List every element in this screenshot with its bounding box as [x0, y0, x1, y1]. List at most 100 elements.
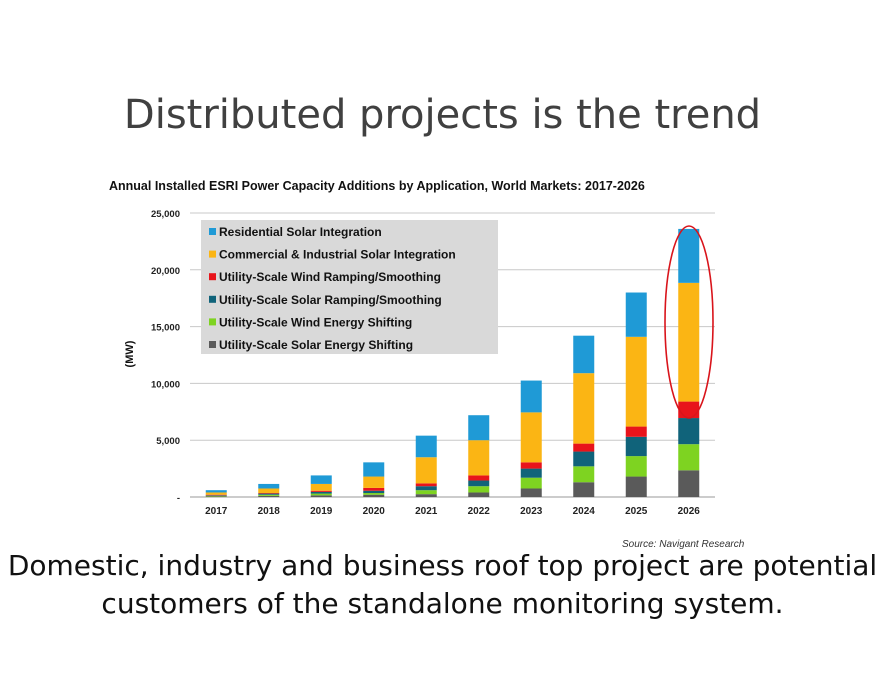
bar-segment-2026-utility-wind-ramping [678, 401, 700, 419]
bar-segment-2021-utility-solar-ramping [415, 486, 437, 491]
bar-segment-2025-utility-wind-shifting [625, 456, 647, 477]
legend-swatch [209, 228, 216, 235]
bar-segment-2022-commercial-industrial-solar [468, 440, 490, 476]
bar-segment-2024-utility-wind-ramping [573, 443, 595, 452]
bar-segment-2022-residential-solar [468, 415, 490, 441]
y-axis-ticks: - 5,000 10,000 15,000 20,000 25,000 [151, 209, 180, 504]
bar-segment-2018-commercial-industrial-solar [258, 488, 280, 494]
bar-segment-2026-commercial-industrial-solar [678, 282, 700, 402]
bar-segment-2022-utility-solar-ramping [468, 480, 490, 487]
y-tick-label: 10,000 [151, 379, 180, 390]
x-tick-label: 2023 [520, 506, 543, 517]
bar-segment-2024-utility-wind-shifting [573, 466, 595, 483]
chart-legend: Residential Solar Integration Commercial … [201, 220, 498, 354]
bar-segment-2020-utility-solar-ramping [363, 490, 385, 494]
legend-entry: Utility-Scale Wind Energy Shifting [219, 315, 412, 329]
x-tick-label: 2020 [363, 506, 386, 517]
slide-caption: Domestic, industry and business roof top… [7, 549, 878, 620]
bar-segment-2023-commercial-industrial-solar [520, 412, 542, 463]
y-tick-label: 5,000 [156, 436, 180, 447]
bar-segment-2019-residential-solar [310, 475, 332, 484]
bar-segment-2018-utility-solar-ramping [258, 493, 280, 495]
bar-segment-2025-residential-solar [625, 292, 647, 337]
x-tick-label: 2021 [415, 506, 438, 517]
legend-swatch [209, 341, 216, 348]
x-tick-label: 2026 [678, 506, 701, 517]
bar-segment-2025-utility-solar-shifting [625, 476, 647, 497]
bar-segment-2018-residential-solar [258, 483, 280, 489]
bar-segment-2017-commercial-industrial-solar [205, 492, 227, 495]
bar-segment-2022-utility-wind-ramping [468, 475, 490, 481]
bar-segment-2021-utility-wind-ramping [415, 483, 437, 487]
legend-swatch [209, 295, 216, 303]
bar-segment-2021-utility-wind-shifting [415, 490, 437, 495]
bar-segment-2024-utility-solar-shifting [573, 482, 595, 497]
bar-segment-2020-utility-solar-shifting [363, 494, 385, 497]
x-tick-label: 2024 [573, 506, 596, 517]
bar-segment-2022-utility-wind-shifting [468, 486, 490, 493]
bar-segment-2020-utility-wind-shifting [363, 493, 385, 495]
x-tick-label: 2018 [258, 506, 281, 517]
legend-entry: Residential Solar Integration [219, 225, 382, 239]
bar-segment-2018-utility-wind-ramping [258, 493, 280, 494]
bar-segment-2021-utility-solar-shifting [415, 494, 437, 497]
bar-segment-2024-commercial-industrial-solar [573, 373, 595, 444]
legend-entry: Commercial & Industrial Solar Integratio… [219, 248, 456, 262]
bar-segment-2020-utility-wind-ramping [363, 487, 385, 491]
bar-segment-2026-utility-solar-ramping [678, 418, 700, 445]
bar-segment-2017-utility-solar-ramping [205, 495, 227, 496]
x-tick-label: 2025 [625, 506, 648, 517]
bar-segment-2019-utility-solar-shifting [310, 495, 332, 497]
x-tick-label: 2022 [468, 506, 491, 517]
bar-segment-2019-utility-wind-shifting [310, 493, 332, 496]
bar-segment-2020-residential-solar [363, 462, 385, 477]
bar-segment-2017-utility-solar-shifting [205, 496, 227, 497]
legend-swatch [209, 318, 216, 326]
y-axis-label: (MW) [124, 340, 136, 367]
bar-segment-2021-commercial-industrial-solar [415, 457, 437, 484]
bar-segment-2019-utility-solar-ramping [310, 491, 332, 494]
slide-title: Distributed projects is the trend [123, 92, 762, 138]
bar-segment-2023-residential-solar [520, 380, 542, 413]
x-tick-label: 2019 [310, 506, 333, 517]
bar-segment-2026-utility-solar-shifting [678, 470, 700, 497]
chart-title: Annual Installed ESRI Power Capacity Add… [109, 179, 645, 193]
bar-segment-2023-utility-wind-ramping [520, 462, 542, 469]
legend-swatch [209, 273, 216, 281]
x-tick-label: 2017 [205, 506, 228, 517]
bar-segment-2025-utility-solar-ramping [625, 436, 647, 457]
bar-segment-2023-utility-solar-shifting [520, 488, 542, 497]
bar-segment-2025-commercial-industrial-solar [625, 336, 647, 427]
bar-segment-2019-commercial-industrial-solar [310, 483, 332, 491]
bar-segment-2022-utility-solar-shifting [468, 492, 490, 497]
legend-background [201, 220, 498, 354]
x-axis-ticks: 2017 2018 2019 2020 2021 2022 2023 2024 2025 2026 [205, 506, 700, 517]
bar-segment-2023-utility-solar-ramping [520, 468, 542, 478]
bar-segment-2019-utility-wind-ramping [310, 490, 332, 492]
bar-segment-2018-utility-solar-shifting [258, 495, 280, 497]
bar-segment-2024-utility-solar-ramping [573, 451, 595, 467]
legend-entry: Utility-Scale Solar Energy Shifting [219, 338, 413, 352]
bar-segment-2017-utility-wind-ramping [205, 494, 227, 496]
y-tick-label: - [177, 493, 180, 504]
bar-segment-2024-residential-solar [573, 335, 595, 374]
bar-segment-2021-residential-solar [415, 435, 437, 458]
y-tick-label: 25,000 [151, 209, 180, 220]
bar-segment-2023-utility-wind-shifting [520, 477, 542, 489]
legend-swatch [209, 250, 216, 258]
y-tick-label: 20,000 [151, 266, 180, 277]
bar-segment-2018-utility-wind-shifting [258, 494, 280, 496]
legend-entry: Utility-Scale Solar Ramping/Smoothing [219, 293, 442, 307]
highlight-ellipse [664, 225, 714, 419]
bar-segment-2017-residential-solar [205, 490, 227, 493]
bar-segment-2026-utility-wind-shifting [678, 444, 700, 471]
bar-segment-2017-utility-wind-shifting [205, 495, 227, 497]
chart-source: Source: Navigant Research [622, 539, 745, 550]
bar-segment-2020-commercial-industrial-solar [363, 476, 385, 488]
bar-segment-2025-utility-wind-ramping [625, 426, 647, 437]
bars [205, 228, 700, 497]
y-tick-label: 15,000 [151, 323, 180, 334]
legend-entry: Utility-Scale Wind Ramping/Smoothing [219, 270, 441, 284]
bar-segment-2026-residential-solar [678, 228, 700, 283]
